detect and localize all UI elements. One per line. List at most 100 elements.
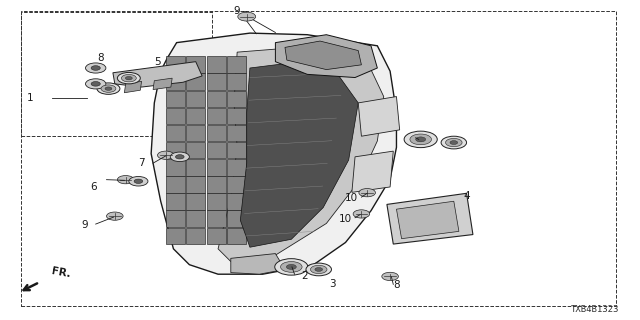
Circle shape [382,272,398,281]
Bar [207,142,226,158]
Circle shape [410,134,431,145]
Bar [227,91,246,107]
Bar [186,211,205,227]
Circle shape [101,85,116,92]
Text: 5: 5 [154,57,161,67]
Circle shape [125,76,132,80]
Polygon shape [241,59,358,247]
Circle shape [416,137,426,142]
Circle shape [91,66,100,70]
Text: 2: 2 [301,271,307,281]
Circle shape [404,131,437,148]
Polygon shape [151,33,396,274]
Circle shape [122,75,136,82]
Circle shape [315,268,323,271]
Bar [186,142,205,158]
Bar [186,176,205,193]
Text: 1: 1 [27,93,33,103]
Bar [227,125,246,141]
Bar [186,193,205,210]
Text: 4: 4 [463,191,470,202]
Bar [186,73,205,90]
Bar [207,56,226,73]
Text: FR.: FR. [51,266,72,280]
Bar [186,91,205,107]
Circle shape [170,152,189,162]
Bar [207,159,226,176]
Bar [186,108,205,124]
Text: 8: 8 [393,280,400,290]
Text: 10: 10 [346,193,358,203]
Text: 7: 7 [138,158,145,168]
Bar [207,211,226,227]
Bar [227,56,246,73]
Circle shape [105,87,112,90]
Bar [166,108,185,124]
Polygon shape [124,81,141,93]
Bar [207,73,226,90]
Circle shape [175,155,184,159]
Bar [227,211,246,227]
Circle shape [280,261,302,272]
Bar [166,125,185,141]
Bar [227,142,246,158]
Circle shape [86,63,106,73]
Bar [207,125,226,141]
Polygon shape [352,151,394,192]
Bar [186,125,205,141]
Bar [166,91,185,107]
Bar [227,73,246,90]
Bar [186,56,205,73]
Bar [166,159,185,176]
Circle shape [275,259,308,275]
Bar [207,91,226,107]
Polygon shape [231,253,285,274]
Circle shape [306,263,332,276]
Bar [227,108,246,124]
Bar [186,228,205,244]
Circle shape [238,12,255,21]
Polygon shape [358,97,399,136]
Circle shape [134,179,143,183]
Polygon shape [113,62,202,87]
Bar [166,142,185,158]
Circle shape [106,212,123,220]
Circle shape [310,265,327,274]
Bar [166,73,185,90]
Bar [166,211,185,227]
Text: 6: 6 [90,182,97,192]
Polygon shape [218,43,384,261]
Bar [227,159,246,176]
Bar [207,176,226,193]
Polygon shape [396,201,459,239]
Bar [166,176,185,193]
Text: 10: 10 [339,214,352,224]
Bar [166,56,185,73]
Bar [207,228,226,244]
Bar [207,193,226,210]
Circle shape [450,141,458,144]
Bar [227,228,246,244]
Polygon shape [275,35,378,77]
Circle shape [129,177,148,186]
Circle shape [441,136,467,149]
Text: 3: 3 [330,279,336,289]
Text: TXB4B1323: TXB4B1323 [571,305,620,314]
Text: 8: 8 [97,53,104,63]
Bar [186,159,205,176]
Circle shape [445,139,462,147]
Circle shape [157,151,174,159]
Bar [20,12,212,136]
Text: 9: 9 [81,220,88,230]
Bar [166,193,185,210]
Bar [227,193,246,210]
Text: 9: 9 [234,6,241,16]
Circle shape [359,188,376,197]
Polygon shape [153,78,172,90]
Bar [227,176,246,193]
Circle shape [97,83,120,94]
Circle shape [117,72,140,84]
Circle shape [353,210,370,218]
Circle shape [86,79,106,89]
Bar [166,228,185,244]
